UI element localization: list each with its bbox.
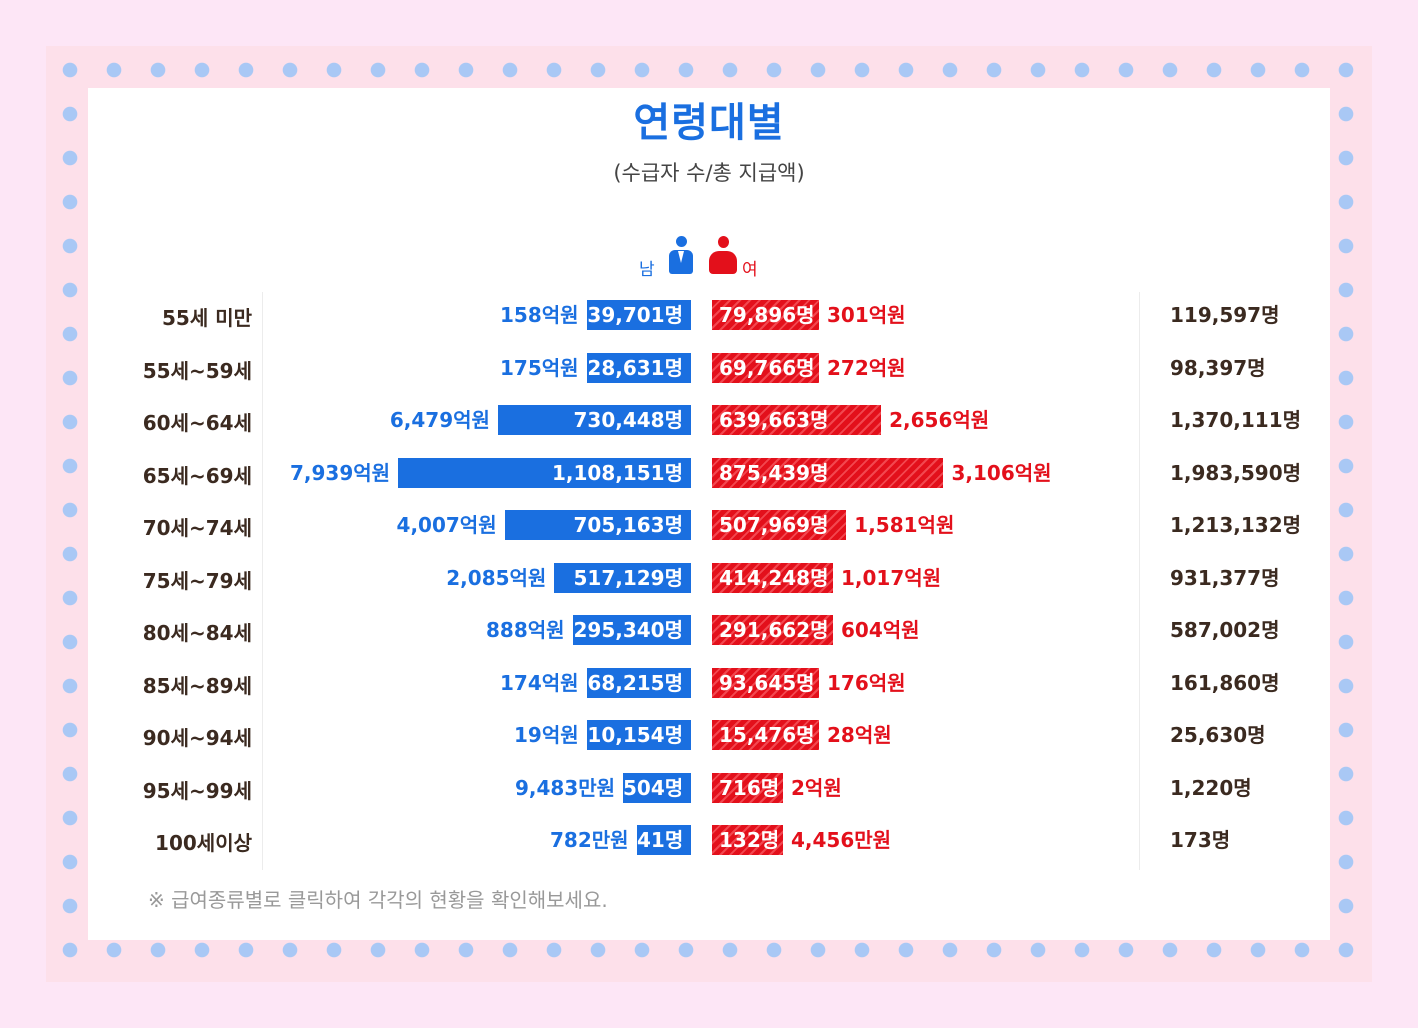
total-count: 161,860명 — [1170, 670, 1280, 695]
female-amount: 28억원 — [827, 723, 892, 747]
male-amount: 9,483만원 — [515, 775, 616, 800]
chart-subtitle: (수급자 수/총 지급액) — [613, 161, 805, 185]
male-bar[interactable]: 517,129명 — [554, 562, 691, 593]
female-bar[interactable]: 69,766명 — [712, 352, 819, 383]
legend-male-label: 남 — [639, 260, 655, 280]
female-bar[interactable]: 93,645명 — [712, 667, 819, 698]
female-person-icon — [709, 236, 737, 276]
age-group-label: 55세 미만 — [162, 306, 252, 330]
age-group-label: 85세~89세 — [142, 673, 252, 698]
left-divider — [262, 292, 263, 870]
male-bar[interactable]: 504명 — [623, 772, 691, 803]
chart-panel — [88, 88, 1330, 940]
male-person-icon — [668, 236, 694, 276]
male-amount: 4,007억원 — [396, 513, 497, 537]
age-group-label: 80세~84세 — [142, 621, 252, 645]
male-amount: 6,479억원 — [389, 408, 490, 432]
female-amount: 2,656억원 — [889, 408, 990, 432]
male-amount: 7,939억원 — [290, 460, 391, 485]
male-bar[interactable]: 41명 — [637, 825, 691, 855]
age-group-label: 95세~99세 — [142, 778, 252, 803]
female-amount: 604억원 — [841, 618, 920, 642]
total-count: 1,983,590명 — [1170, 460, 1302, 485]
female-bar[interactable]: 716명 — [712, 772, 783, 803]
chart-title: 연령대별 — [633, 100, 785, 146]
female-amount: 2억원 — [791, 775, 842, 800]
age-group-label: 90세~94세 — [142, 726, 252, 750]
total-count: 1,213,132명 — [1170, 513, 1302, 537]
female-bar[interactable]: 15,476명 — [712, 720, 819, 750]
female-amount: 4,456만원 — [791, 828, 892, 852]
total-count: 931,377명 — [1170, 565, 1280, 590]
male-amount: 888억원 — [486, 618, 565, 642]
footnote: ※ 급여종류별로 클릭하여 각각의 현황을 확인해보세요. — [148, 888, 608, 912]
female-bar[interactable]: 414,248명 — [712, 562, 833, 593]
male-bar[interactable]: 1,108,151명 — [398, 457, 691, 488]
female-bar[interactable]: 875,439명 — [712, 457, 944, 488]
total-count: 1,370,111명 — [1170, 408, 1302, 432]
male-bar[interactable]: 28,631명 — [587, 352, 691, 383]
female-amount: 1,581억원 — [854, 513, 955, 537]
female-amount: 3,106억원 — [951, 460, 1052, 485]
male-amount: 175억원 — [500, 355, 579, 380]
age-group-label: 75세~79세 — [142, 568, 252, 593]
female-amount: 272억원 — [827, 355, 906, 380]
male-bar[interactable]: 68,215명 — [587, 667, 691, 698]
male-amount: 174억원 — [500, 670, 579, 695]
age-group-label: 100세이상 — [155, 831, 252, 855]
age-group-label: 55세~59세 — [142, 358, 252, 383]
male-amount: 2,085억원 — [446, 565, 547, 590]
age-group-label: 70세~74세 — [142, 516, 252, 540]
female-bar[interactable]: 132명 — [712, 825, 783, 855]
female-bar[interactable]: 639,663명 — [712, 405, 882, 435]
right-divider — [1139, 292, 1140, 870]
male-bar[interactable]: 730,448명 — [497, 405, 691, 435]
female-amount: 301억원 — [827, 303, 906, 327]
female-bar[interactable]: 291,662명 — [712, 615, 833, 645]
total-count: 119,597명 — [1170, 303, 1280, 327]
age-group-label: 60세~64세 — [142, 411, 252, 435]
total-count: 587,002명 — [1170, 618, 1280, 642]
total-count: 98,397명 — [1170, 355, 1266, 380]
female-amount: 1,017억원 — [841, 565, 942, 590]
total-count: 1,220명 — [1170, 775, 1252, 800]
female-bar[interactable]: 79,896명 — [712, 300, 819, 330]
total-count: 173명 — [1170, 828, 1231, 852]
female-amount: 176억원 — [827, 670, 906, 695]
total-count: 25,630명 — [1170, 723, 1266, 747]
male-bar[interactable]: 39,701명 — [587, 300, 691, 330]
male-bar[interactable]: 10,154명 — [587, 720, 691, 750]
male-bar[interactable]: 705,163명 — [504, 510, 691, 540]
male-amount: 19억원 — [514, 723, 579, 747]
male-amount: 782만원 — [550, 828, 629, 852]
male-bar[interactable]: 295,340명 — [573, 615, 691, 645]
female-bar[interactable]: 507,969명 — [712, 510, 847, 540]
age-group-label: 65세~69세 — [142, 463, 252, 488]
male-amount: 158억원 — [500, 303, 579, 327]
legend-female-label: 여 — [742, 260, 758, 280]
